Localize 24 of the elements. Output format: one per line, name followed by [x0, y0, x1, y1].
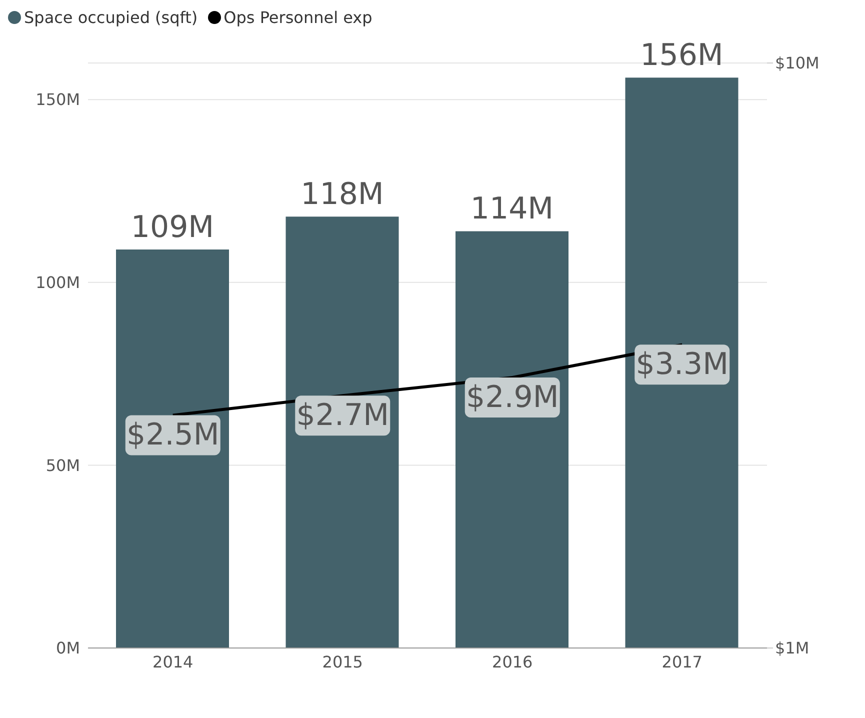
data-label: 156M	[640, 38, 724, 74]
y-tick-label: 0M	[56, 638, 80, 658]
y-tick-label: 100M	[36, 273, 80, 292]
bar	[625, 78, 738, 648]
x-tick-label: 2016	[492, 652, 533, 672]
y2-tick-label: $1M	[775, 638, 810, 658]
x-tick-label: 2017	[662, 652, 702, 672]
data-label: 118M	[300, 177, 384, 212]
bar	[116, 249, 229, 648]
y2-tick-label: $10M	[775, 54, 820, 73]
legend-label: Ops Personnel exp	[222, 8, 372, 27]
data-label: $2.5M	[126, 418, 220, 453]
y-tick-label: 50M	[46, 456, 80, 475]
x-tick-label: 2014	[152, 652, 194, 672]
x-tick-label: 2015	[322, 652, 363, 672]
data-label: $2.9M	[466, 380, 559, 415]
bar	[456, 231, 568, 648]
data-label: $2.7M	[296, 398, 389, 434]
y-tick-label: 150M	[36, 90, 80, 110]
data-label: 114M	[470, 192, 554, 227]
data-label: 109M	[130, 210, 214, 245]
bar	[286, 216, 399, 648]
legend-label: Space occupied (sqft)	[23, 8, 198, 27]
data-label: $3.3M	[636, 347, 728, 382]
